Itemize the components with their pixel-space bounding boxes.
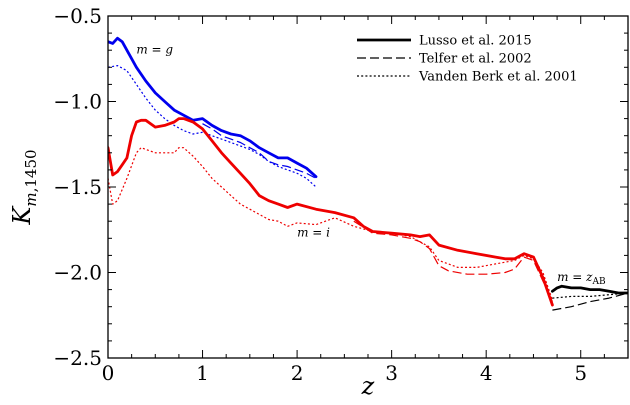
legend-label: Lusso et al. 2015 <box>419 34 532 49</box>
series-g-dashed-line <box>202 123 317 179</box>
series-z-dotted-line <box>552 292 628 299</box>
band-annotation: m = i <box>297 226 330 240</box>
x-tick-label: 3 <box>385 361 398 385</box>
y-tick-label: −2.5 <box>53 346 102 370</box>
x-tick-label: 2 <box>291 361 304 385</box>
y-tick-label: −2.0 <box>53 261 102 285</box>
x-tick-label: 5 <box>574 361 587 385</box>
y-axis-label: Km,1450 <box>8 149 40 225</box>
legend-label: Telfer et al. 2002 <box>419 52 532 67</box>
series-g-dotted-line <box>108 65 317 188</box>
plot-frame <box>107 15 629 359</box>
x-tick-label: 4 <box>480 361 493 385</box>
legend-label: Vanden Berk et al. 2001 <box>418 70 578 85</box>
x-axis-label: z <box>361 372 375 400</box>
tick-layer: 0 1 2 3 4 5 −2.5 −2.0 −1.5 −1.0 −0.5 <box>53 4 629 385</box>
series-layer <box>108 36 628 311</box>
band-annotation: m = g <box>136 43 173 57</box>
series-i-dotted-line <box>108 147 553 301</box>
series-i-dashed-line <box>353 220 553 302</box>
series-z-dashed-line <box>552 292 628 311</box>
series-z-solid-line <box>551 284 628 295</box>
series-g-solid-line <box>108 36 318 179</box>
series-i-solid-line <box>108 117 554 307</box>
legend: Lusso et al. 2015 Telfer et al. 2002 Vande… <box>357 34 578 85</box>
annotation-layer: m = g m = i m = zAB <box>136 43 606 287</box>
x-tick-label: 1 <box>196 361 209 385</box>
y-axis-label-text: Km,1450 <box>8 149 40 225</box>
y-tick-label: −0.5 <box>53 4 102 28</box>
band-annotation: m = zAB <box>557 270 606 287</box>
y-tick-label: −1.0 <box>53 90 102 114</box>
x-tick-label: 0 <box>102 361 115 385</box>
y-tick-label: −1.5 <box>53 175 102 199</box>
